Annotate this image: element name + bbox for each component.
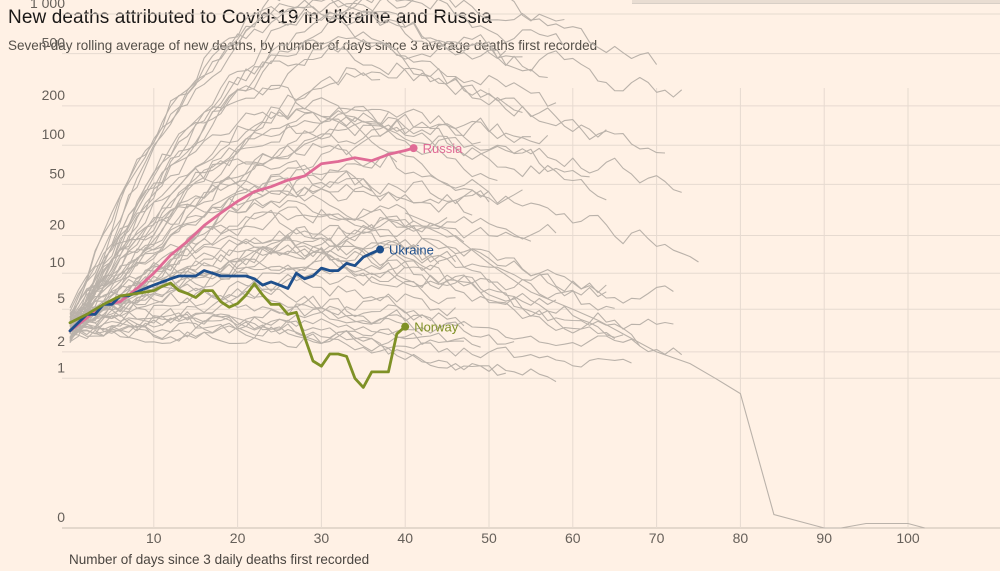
other-country-line xyxy=(69,0,658,312)
other-country-line xyxy=(69,0,565,328)
y-tick-label: 10 xyxy=(49,254,65,270)
russia-label: Russia xyxy=(423,141,464,156)
other-country-line xyxy=(69,107,481,321)
other-country-line xyxy=(69,260,624,338)
x-tick-label: 80 xyxy=(733,530,749,546)
x-tick-label: 40 xyxy=(397,530,413,546)
russia-end-marker xyxy=(409,144,418,153)
x-tick-label: 50 xyxy=(481,530,497,546)
x-tick-label: 30 xyxy=(314,530,330,546)
other-country-line xyxy=(69,176,532,331)
y-tick-label: 5 xyxy=(57,290,65,306)
x-tick-label: 90 xyxy=(816,530,832,546)
y-tick-label: 100 xyxy=(42,126,66,142)
other-country-line xyxy=(69,110,607,323)
other-country-line xyxy=(69,36,507,331)
y-tick-label: 2 xyxy=(57,333,65,349)
other-country-line xyxy=(69,311,641,347)
other-countries-lines xyxy=(69,0,925,529)
other-country-line xyxy=(69,84,498,335)
y-tick-label: 200 xyxy=(42,87,66,103)
y-tick-label: 50 xyxy=(49,165,65,181)
other-country-line xyxy=(69,223,607,315)
y-tick-label: 0 xyxy=(57,509,65,525)
other-country-line xyxy=(69,38,523,314)
y-tick-label: 1 xyxy=(57,359,65,375)
other-country-line xyxy=(69,118,682,318)
x-tick-label: 70 xyxy=(649,530,665,546)
other-country-line xyxy=(69,72,381,327)
x-axis-title: Number of days since 3 daily deaths firs… xyxy=(69,552,369,567)
other-country-line xyxy=(69,108,549,344)
y-tick-label: 500 xyxy=(42,35,66,51)
other-country-line xyxy=(69,105,531,335)
other-country-line xyxy=(69,318,506,376)
norway-line xyxy=(68,281,407,389)
x-tick-label: 60 xyxy=(565,530,581,546)
other-country-line xyxy=(69,6,557,309)
x-tick-label: 100 xyxy=(896,530,920,546)
other-country-line xyxy=(69,0,565,332)
other-country-line xyxy=(69,111,389,334)
other-country-line xyxy=(69,170,523,326)
other-country-line xyxy=(69,67,666,315)
other-country-line xyxy=(69,237,607,328)
ukraine-label: Ukraine xyxy=(389,243,434,258)
other-country-line xyxy=(69,226,456,338)
other-country-line xyxy=(69,325,632,368)
other-country-line xyxy=(69,295,423,338)
norway-end-marker xyxy=(401,322,410,331)
other-country-line xyxy=(69,275,456,324)
other-country-line xyxy=(69,164,372,343)
other-country-line xyxy=(69,0,683,338)
x-tick-label: 20 xyxy=(230,530,246,546)
other-country-line xyxy=(69,305,515,345)
other-country-line xyxy=(69,123,490,342)
ukraine-end-marker xyxy=(376,245,385,254)
other-country-line xyxy=(69,244,674,318)
x-axis-tick-labels: 10 20 30 40 50 60 70 80 90 100 xyxy=(146,530,920,546)
top-strip xyxy=(632,0,1000,4)
other-country-line xyxy=(69,311,406,332)
y-tick-label: 1 000 xyxy=(30,0,65,11)
other-country-line xyxy=(69,0,548,322)
y-tick-label: 20 xyxy=(49,217,65,233)
other-country-line xyxy=(69,313,557,383)
highlighted-series-lines: Russia Ukraine Norway xyxy=(68,141,464,389)
x-tick-label: 10 xyxy=(146,530,162,546)
other-country-line xyxy=(404,212,925,529)
other-country-line xyxy=(69,130,590,319)
other-country-line xyxy=(69,313,481,348)
norway-label: Norway xyxy=(414,320,459,335)
